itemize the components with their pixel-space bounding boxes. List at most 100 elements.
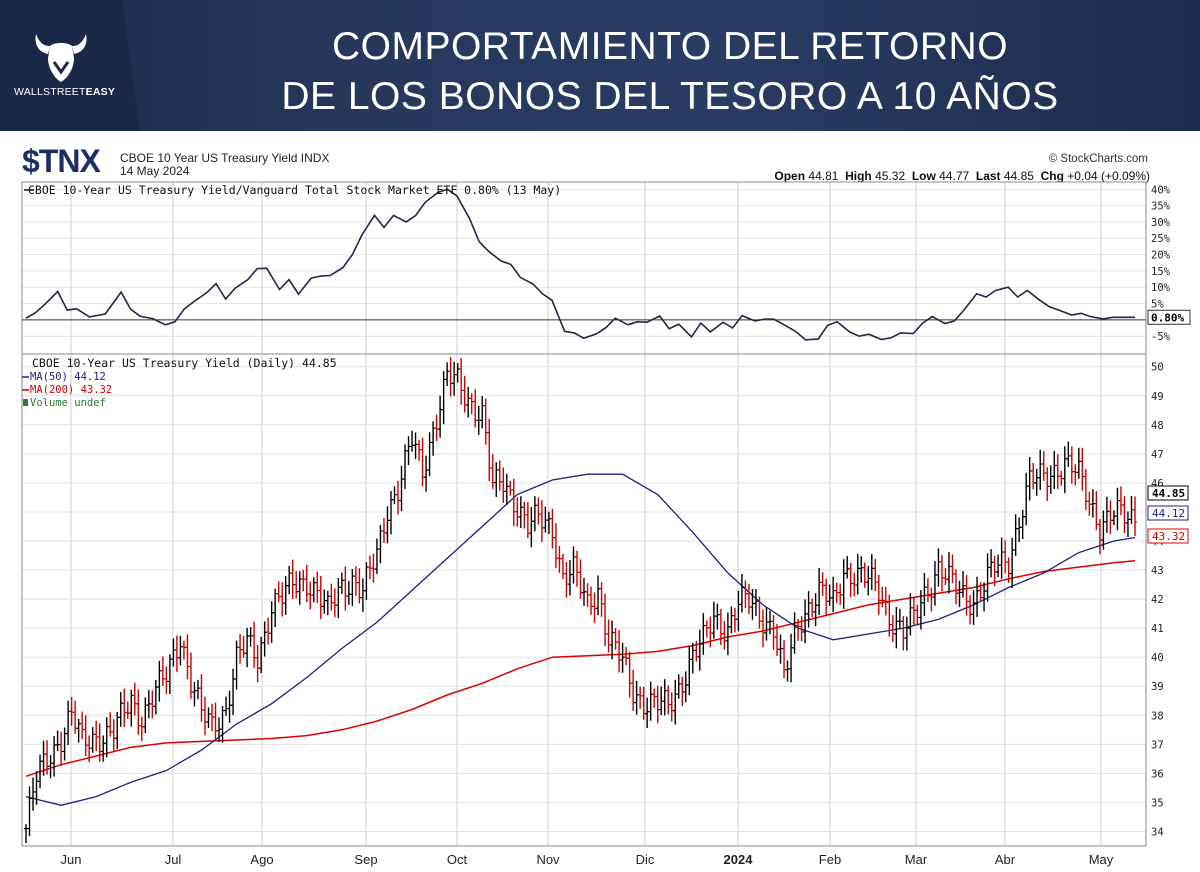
price-bar [704, 620, 709, 638]
x-tick-label: 2024 [724, 852, 754, 867]
price-y-tick: 41 [1151, 623, 1164, 635]
price-bar [652, 688, 657, 708]
price-bar [1024, 472, 1029, 526]
price-bar [873, 558, 878, 591]
price-bar [396, 480, 400, 515]
x-tick-label: Abr [995, 852, 1016, 867]
price-bar [757, 596, 762, 629]
price-y-tick: 43 [1151, 565, 1164, 577]
price-bar [553, 523, 558, 568]
price-bar [339, 572, 344, 594]
price-bar [367, 555, 372, 580]
price-last-label: 44.12 [1152, 507, 1185, 520]
price-legend: CBOE 10-Year US Treasury Yield (Daily) 4… [32, 356, 337, 370]
price-bar [792, 612, 797, 654]
price-bar [1041, 451, 1046, 481]
price-bar [311, 577, 316, 603]
price-bar [957, 580, 962, 608]
price-bar [617, 630, 622, 673]
price-bar [610, 620, 615, 660]
ratio-panel-grid [22, 188, 1146, 337]
price-bar [364, 562, 369, 601]
price-bar [971, 589, 976, 625]
bull-logo-icon [35, 34, 87, 82]
price-y-tick: 48 [1151, 420, 1164, 432]
price-bar [129, 689, 134, 727]
price-bar [1069, 446, 1074, 484]
price-panel-frame [21, 353, 1147, 847]
x-tick-label: Sep [354, 852, 377, 867]
price-bar [1003, 540, 1008, 574]
price-bar [406, 436, 411, 466]
price-bar [532, 496, 537, 532]
price-bar [136, 689, 141, 735]
price-bar [725, 612, 730, 656]
price-bar [459, 358, 464, 405]
x-tick-label: May [1089, 852, 1114, 867]
price-bar [188, 652, 193, 699]
banner-title: COMPORTAMIENTO DEL RETORNO DE LOS BONOS … [140, 22, 1200, 122]
ratio-line [25, 188, 1135, 341]
price-bar [139, 716, 144, 742]
logo-panel: WALLSTREETEASY [0, 0, 140, 131]
price-bar [743, 580, 748, 609]
price-bar [753, 589, 758, 616]
price-bar [901, 616, 906, 651]
price-bar [118, 692, 123, 727]
price-bar [455, 363, 460, 383]
price-bar [466, 386, 471, 418]
price-bar [104, 717, 109, 758]
x-tick-label: Jul [165, 852, 182, 867]
price-bar [925, 578, 930, 603]
price-bar [353, 566, 358, 596]
ratio-last-box [1147, 309, 1191, 325]
price-bar [536, 497, 541, 525]
price-bar [525, 502, 530, 539]
price-bar [357, 568, 362, 604]
price-bar [462, 375, 467, 413]
price-bar [424, 455, 429, 492]
price-bar [501, 467, 506, 503]
price-bar [399, 465, 404, 512]
price-y-tick: 47 [1151, 449, 1164, 461]
price-bar [708, 616, 713, 648]
price-bar [259, 636, 264, 674]
price-bar [392, 486, 397, 505]
ratio-y-tick: 35% [1151, 201, 1171, 213]
price-bar [245, 627, 250, 668]
price-bar [764, 607, 769, 641]
price-bar [771, 615, 776, 650]
ma50-line [25, 473, 1136, 806]
price-bar [213, 702, 218, 740]
price-bar [269, 601, 274, 643]
price-bar [297, 571, 302, 605]
price-bar [227, 690, 232, 723]
ratio-y-tick: 40% [1151, 184, 1171, 196]
price-bar [294, 570, 299, 599]
price-bar [27, 786, 32, 837]
price-bar [862, 562, 867, 588]
volume-legend: Volume undef [30, 397, 106, 409]
banner-title-line2: DE LOS BONOS DEL TESORO A 10 AÑOS [281, 75, 1059, 118]
price-bar [146, 690, 151, 719]
price-bar [1013, 514, 1018, 556]
price-bar [810, 598, 815, 618]
price-bar [606, 619, 611, 653]
x-tick-label: Jun [61, 852, 82, 867]
price-bar [687, 645, 692, 696]
price-bar [195, 679, 200, 700]
price-bar [76, 718, 81, 743]
price-bar [1055, 454, 1060, 489]
price-bar [94, 720, 99, 752]
price-bar [157, 660, 162, 702]
price-bar [1034, 468, 1039, 496]
price-bar [283, 575, 288, 615]
price-bar [855, 553, 860, 595]
price-bar [645, 697, 650, 729]
price-bar [1129, 495, 1134, 525]
price-bar [224, 696, 229, 716]
price-bar [371, 553, 376, 583]
price-bar [690, 642, 695, 674]
price-bar [778, 634, 783, 664]
